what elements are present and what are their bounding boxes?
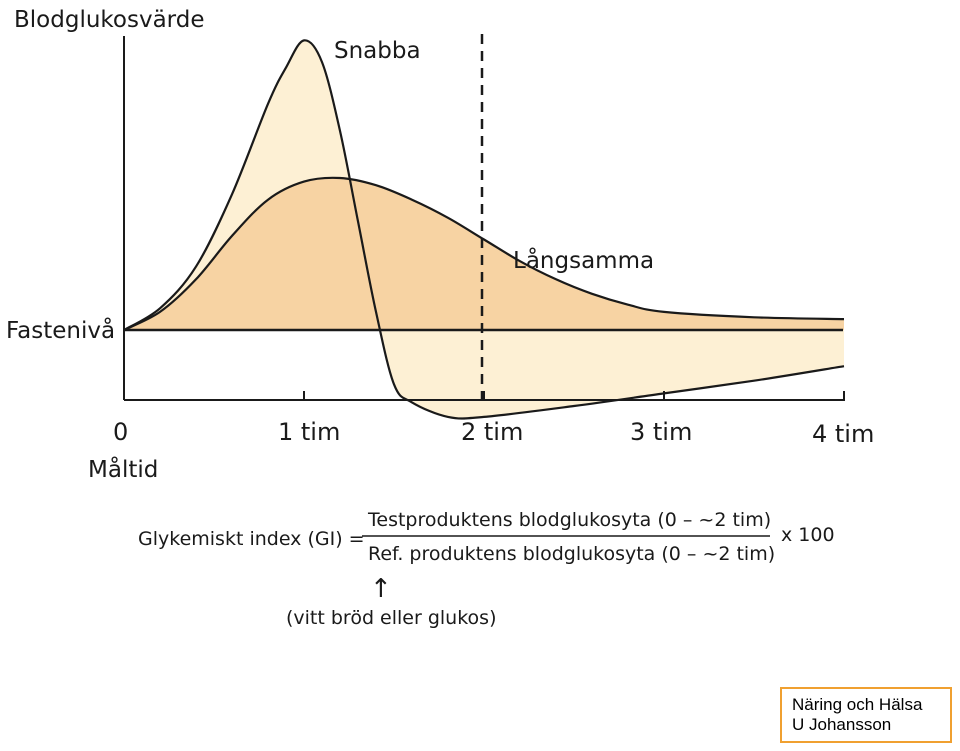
series-label-snabba: Snabba [334,38,421,64]
x-tick-label-0: 0 [113,418,128,446]
credit-box: Näring och Hälsa U Johansson [780,687,952,743]
formula-multiplier: x 100 [781,524,835,546]
y-axis-label: Blodglukosvärde [14,7,204,33]
area-layer [124,40,844,419]
series-label-langsamma: Långsamma [513,246,654,274]
credit-line-1: Näring och Hälsa [792,695,923,714]
formula-denominator: Ref. produktens blodglukosyta (0 – ~2 ti… [368,543,775,565]
up-arrow-icon: ↑ [370,574,392,604]
formula-numerator: Testproduktens blodglukosyta (0 – ~2 tim… [367,509,771,531]
series-line-1 [123,176,845,331]
series-line-0 [123,39,845,420]
reference-note: (vitt bröd eller glukos) [286,607,496,629]
x-tick-label-1: 1 tim [278,418,340,446]
baseline-label: Fastenivå [6,316,115,344]
series-area-0 [124,40,844,419]
x-tick-label-2: 2 tim [461,418,523,446]
curve-layer [123,39,845,420]
series-area-1 [124,177,844,330]
formula-lhs: Glykemiskt index (GI) = [138,528,365,550]
x-axis-label: Måltid [88,455,158,483]
x-tick-label-4: 4 tim [812,420,874,448]
x-tick-label-3: 3 tim [630,418,692,446]
credit-line-2: U Johansson [792,715,892,734]
